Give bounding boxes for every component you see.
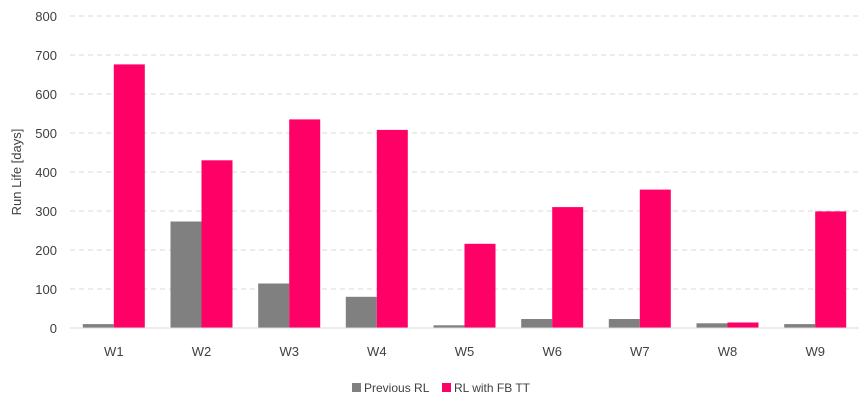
x-tick-label: W1 [104, 344, 124, 359]
bar-previous-rl-w4 [345, 296, 377, 328]
y-tick-label: 100 [35, 282, 57, 297]
y-tick-label: 200 [35, 243, 57, 258]
legend-label: RL with FB TT [454, 381, 531, 395]
bar-rl-with-fb-tt-w9 [815, 211, 847, 328]
bar-previous-rl-w7 [608, 319, 640, 328]
bar-previous-rl-w1 [82, 324, 114, 328]
y-tick-label: 600 [35, 87, 57, 102]
bar-previous-rl-w3 [258, 283, 290, 328]
bar-rl-with-fb-tt-w8 [727, 322, 759, 328]
bar-rl-with-fb-tt-w5 [464, 243, 496, 328]
y-tick-label: 0 [50, 321, 57, 336]
x-tick-label: W8 [718, 344, 738, 359]
bar-previous-rl-w6 [521, 319, 553, 328]
x-tick-label: W7 [630, 344, 650, 359]
legend-swatch [352, 383, 361, 392]
y-tick-label: 400 [35, 165, 57, 180]
x-tick-label: W6 [542, 344, 562, 359]
bar-previous-rl-w9 [784, 324, 816, 328]
bar-previous-rl-w5 [433, 325, 465, 328]
bars [82, 64, 847, 329]
y-axis-title: Run Life [days] [9, 129, 24, 216]
x-axis-ticks: W1 W2 W3 W4 W5 W6 W7 W8 W9 [104, 344, 825, 359]
bar-previous-rl-w2 [170, 221, 202, 328]
x-tick-label: W4 [367, 344, 387, 359]
y-axis-ticks: 0 100 200 300 400 500 600 700 800 [35, 9, 57, 336]
x-tick-label: W9 [805, 344, 825, 359]
y-tick-label: 300 [35, 204, 57, 219]
bar-rl-with-fb-tt-w4 [376, 129, 408, 328]
bar-rl-with-fb-tt-w6 [552, 207, 584, 328]
bar-rl-with-fb-tt-w7 [639, 189, 671, 328]
bar-previous-rl-w8 [696, 323, 728, 328]
bar-rl-with-fb-tt-w1 [113, 64, 145, 329]
bar-rl-with-fb-tt-w3 [289, 119, 321, 329]
bar-rl-with-fb-tt-w2 [201, 160, 233, 328]
x-tick-label: W3 [279, 344, 299, 359]
y-tick-label: 800 [35, 9, 57, 24]
legend-label: Previous RL [364, 381, 430, 395]
y-tick-label: 500 [35, 126, 57, 141]
legend-swatch [442, 383, 451, 392]
x-tick-label: W5 [455, 344, 475, 359]
gridlines [70, 15, 859, 290]
x-tick-label: W2 [192, 344, 212, 359]
legend: Previous RL RL with FB TT [352, 381, 531, 395]
y-tick-label: 700 [35, 48, 57, 63]
